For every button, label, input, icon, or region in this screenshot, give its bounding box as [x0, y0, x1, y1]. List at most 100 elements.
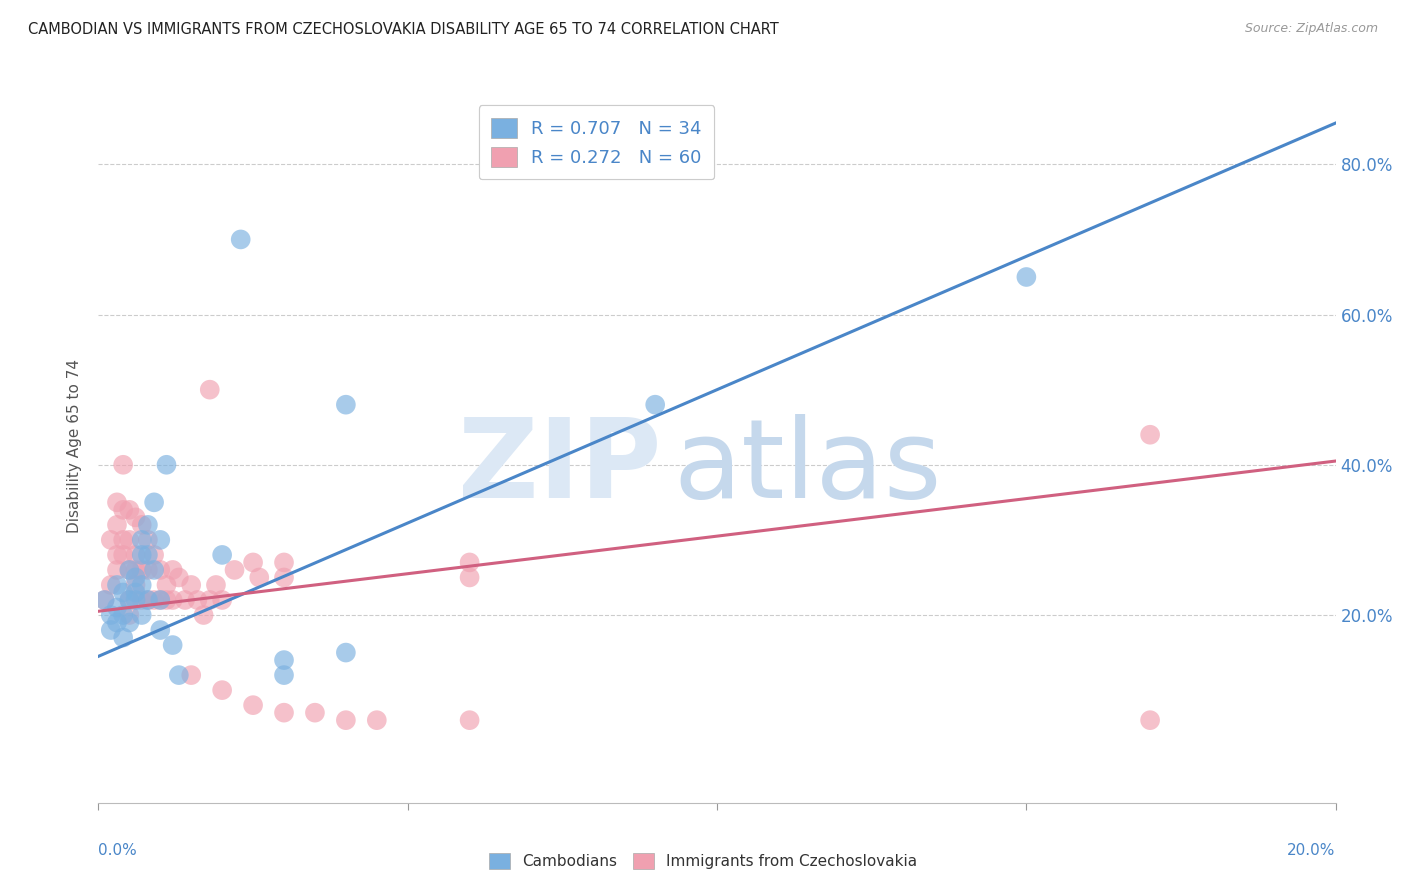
Point	[247, 570, 270, 584]
Point	[105, 578, 128, 592]
Point	[155, 458, 177, 472]
Point	[304, 706, 326, 720]
Point	[193, 607, 215, 622]
Text: 20.0%: 20.0%	[1288, 843, 1336, 858]
Point	[136, 517, 159, 532]
Text: Source: ZipAtlas.com: Source: ZipAtlas.com	[1244, 22, 1378, 36]
Point	[162, 593, 184, 607]
Point	[211, 593, 233, 607]
Point	[198, 593, 221, 607]
Point	[180, 668, 202, 682]
Y-axis label: Disability Age 65 to 74: Disability Age 65 to 74	[67, 359, 83, 533]
Point	[131, 593, 153, 607]
Point	[149, 563, 172, 577]
Point	[131, 533, 153, 547]
Point	[136, 548, 159, 562]
Point	[112, 548, 135, 562]
Point	[224, 563, 246, 577]
Point	[118, 593, 141, 607]
Point	[124, 585, 146, 599]
Point	[229, 232, 252, 246]
Point	[112, 503, 135, 517]
Text: 0.0%: 0.0%	[98, 843, 138, 858]
Point	[105, 548, 128, 562]
Point	[118, 503, 141, 517]
Point	[100, 623, 122, 637]
Point	[93, 593, 115, 607]
Point	[273, 668, 295, 682]
Point	[155, 578, 177, 592]
Point	[124, 593, 146, 607]
Point	[100, 533, 122, 547]
Point	[242, 698, 264, 713]
Point	[366, 713, 388, 727]
Point	[112, 607, 135, 622]
Text: atlas: atlas	[673, 414, 942, 521]
Point	[458, 713, 481, 727]
Point	[124, 563, 146, 577]
Point	[180, 578, 202, 592]
Point	[273, 706, 295, 720]
Point	[174, 593, 197, 607]
Point	[273, 653, 295, 667]
Point	[205, 578, 228, 592]
Point	[644, 398, 666, 412]
Point	[186, 593, 208, 607]
Point	[1015, 270, 1038, 285]
Point	[273, 570, 295, 584]
Point	[155, 593, 177, 607]
Point	[167, 668, 190, 682]
Point	[149, 593, 172, 607]
Point	[273, 556, 295, 570]
Point	[112, 458, 135, 472]
Point	[124, 510, 146, 524]
Point	[198, 383, 221, 397]
Point	[131, 517, 153, 532]
Point	[143, 495, 166, 509]
Point	[136, 563, 159, 577]
Point	[149, 533, 172, 547]
Point	[458, 570, 481, 584]
Point	[149, 593, 172, 607]
Legend: R = 0.707   N = 34, R = 0.272   N = 60: R = 0.707 N = 34, R = 0.272 N = 60	[478, 105, 714, 179]
Point	[335, 713, 357, 727]
Point	[335, 646, 357, 660]
Point	[143, 548, 166, 562]
Point	[100, 607, 122, 622]
Point	[162, 638, 184, 652]
Point	[1139, 427, 1161, 442]
Point	[211, 548, 233, 562]
Point	[105, 517, 128, 532]
Point	[118, 593, 141, 607]
Point	[105, 495, 128, 509]
Point	[458, 556, 481, 570]
Point	[131, 607, 153, 622]
Text: CAMBODIAN VS IMMIGRANTS FROM CZECHOSLOVAKIA DISABILITY AGE 65 TO 74 CORRELATION : CAMBODIAN VS IMMIGRANTS FROM CZECHOSLOVA…	[28, 22, 779, 37]
Point	[112, 533, 135, 547]
Point	[335, 398, 357, 412]
Text: ZIP: ZIP	[458, 414, 661, 521]
Point	[211, 683, 233, 698]
Point	[118, 533, 141, 547]
Point	[112, 631, 135, 645]
Point	[124, 578, 146, 592]
Point	[143, 593, 166, 607]
Point	[105, 600, 128, 615]
Point	[124, 548, 146, 562]
Point	[118, 563, 141, 577]
Point	[136, 533, 159, 547]
Point	[149, 623, 172, 637]
Point	[118, 607, 141, 622]
Point	[100, 578, 122, 592]
Point	[105, 563, 128, 577]
Point	[131, 548, 153, 562]
Point	[242, 556, 264, 570]
Legend: Cambodians, Immigrants from Czechoslovakia: Cambodians, Immigrants from Czechoslovak…	[482, 847, 924, 875]
Point	[1139, 713, 1161, 727]
Point	[162, 563, 184, 577]
Point	[93, 593, 115, 607]
Point	[105, 615, 128, 630]
Point	[118, 615, 141, 630]
Point	[131, 578, 153, 592]
Point	[167, 570, 190, 584]
